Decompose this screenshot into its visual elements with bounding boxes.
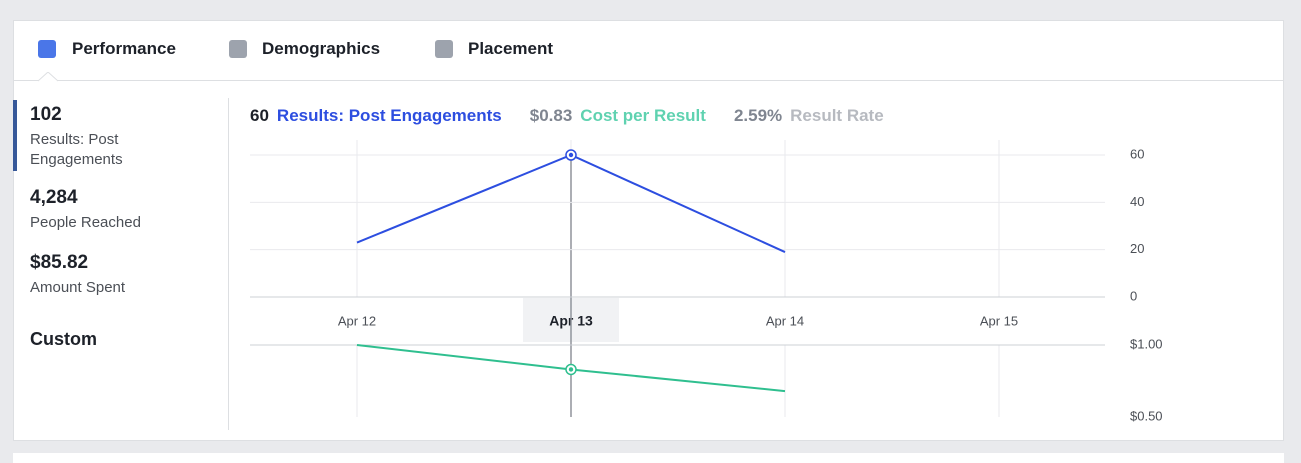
sidebar-divider (228, 98, 229, 430)
y-tick-label: $1.00 (1130, 336, 1163, 351)
summary-label[interactable]: Results: Post Engagements (276, 106, 502, 125)
stat-label: People Reached (30, 214, 141, 231)
selected-point-dot (568, 367, 574, 372)
y-tick-label: 20 (1130, 241, 1144, 256)
placement-icon (435, 40, 453, 58)
y-tick-label: 40 (1130, 194, 1144, 209)
summary-value: $0.83 (529, 106, 573, 125)
summary-value: 60 (250, 106, 269, 125)
demographics-icon (229, 40, 247, 58)
tab[interactable]: Placement (468, 39, 554, 58)
stat-label: Amount Spent (30, 279, 126, 296)
y-tick-label: 0 (1130, 288, 1137, 303)
x-tick-label: Apr 12 (338, 313, 376, 328)
active-caret (38, 72, 58, 82)
y-tick-label: 60 (1130, 146, 1144, 161)
summary-label[interactable]: Cost per Result (580, 106, 706, 125)
tab[interactable]: Performance (72, 39, 176, 58)
x-tick-label: Apr 14 (766, 313, 804, 328)
performance-icon (38, 40, 56, 58)
tab[interactable]: Demographics (262, 39, 381, 58)
card (13, 20, 1284, 441)
stat-value[interactable]: $85.82 (30, 252, 89, 273)
stat-value[interactable]: 4,284 (30, 187, 78, 208)
stat-value[interactable]: 102 (30, 104, 62, 125)
y-tick-label: $0.50 (1130, 408, 1163, 423)
x-tick-label: Apr 15 (980, 313, 1018, 328)
tab-divider (13, 80, 1284, 81)
summary: 60 Results: Post Engagements $0.83 Cost per… (250, 106, 912, 126)
summary-label[interactable]: Result Rate (790, 106, 884, 125)
selected-point-dot (568, 152, 574, 158)
summary-value: 2.59% (733, 106, 783, 125)
active-stat-bar (13, 100, 17, 171)
custom[interactable]: Custom (30, 329, 97, 349)
next-card (13, 453, 1284, 463)
stat-label: Results: Post Engagements (30, 131, 123, 168)
